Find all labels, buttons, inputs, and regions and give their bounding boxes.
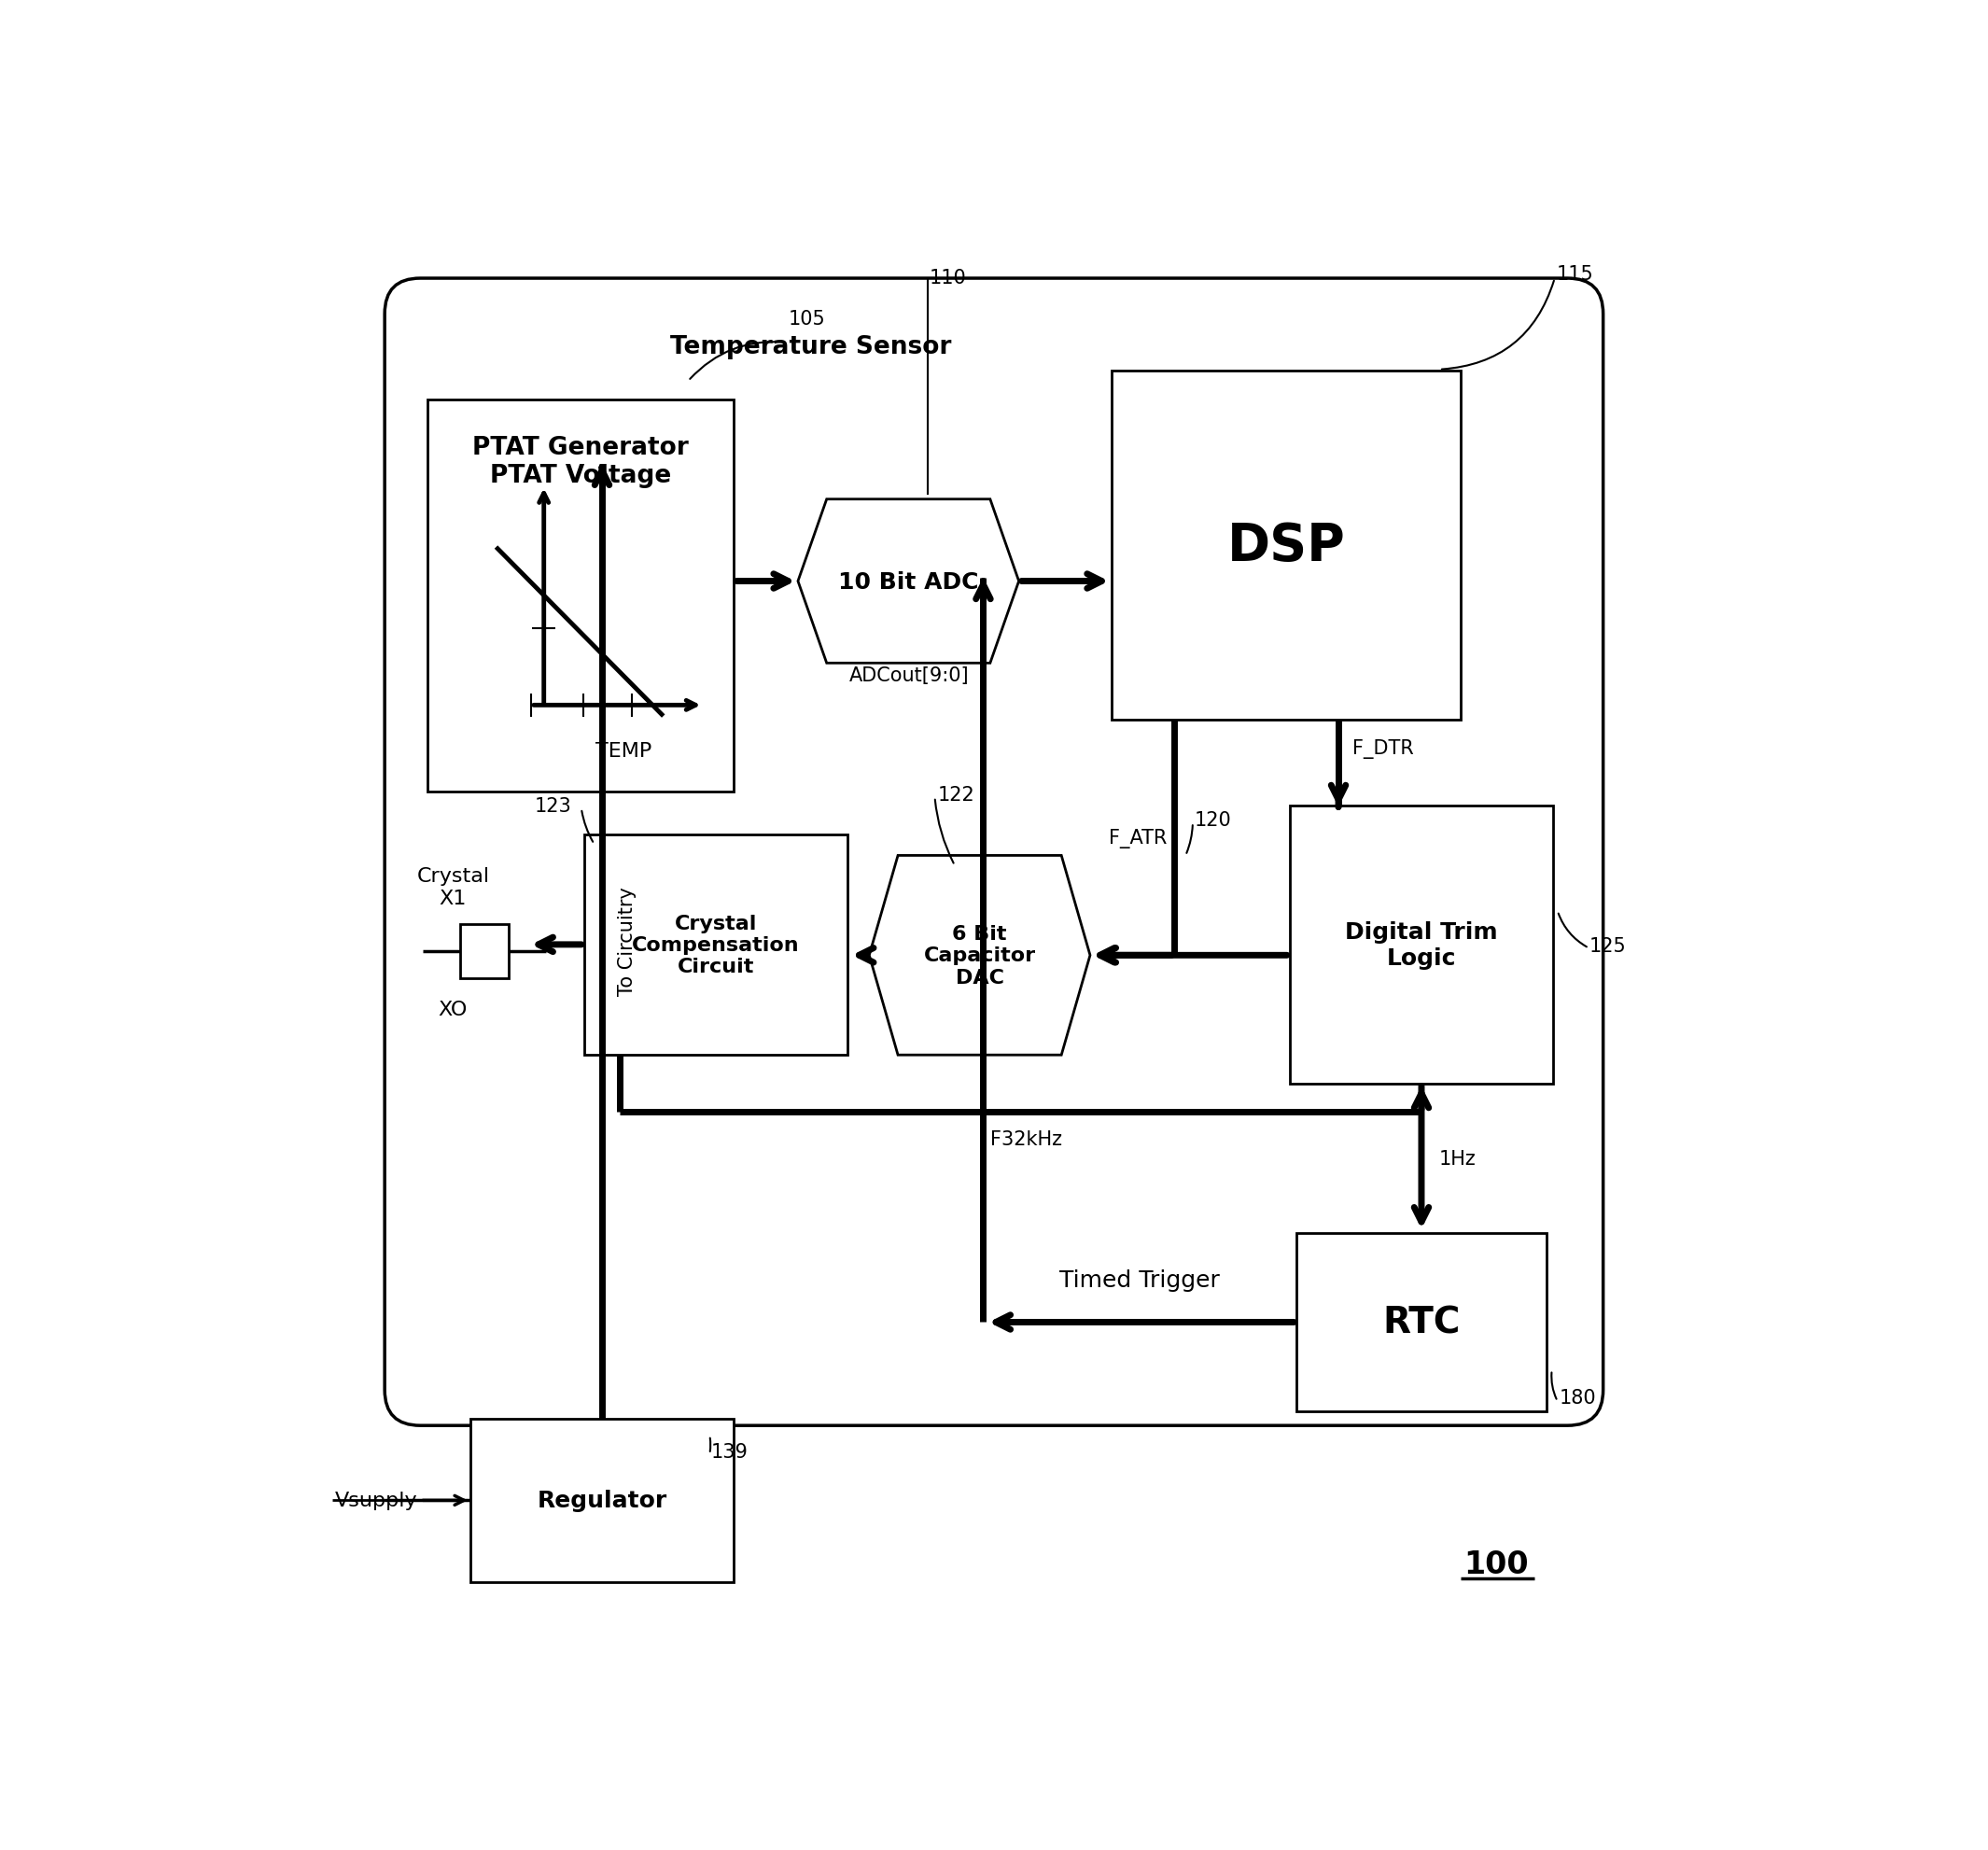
Text: ADCout[9:0]: ADCout[9:0]	[849, 666, 968, 684]
Text: DSP: DSP	[1227, 522, 1346, 572]
FancyBboxPatch shape	[384, 279, 1602, 1426]
Text: F_DTR: F_DTR	[1352, 740, 1413, 758]
Text: XO: XO	[439, 1001, 467, 1019]
Text: 105: 105	[787, 309, 825, 327]
Text: Regulator: Regulator	[537, 1489, 668, 1511]
FancyBboxPatch shape	[1296, 1234, 1547, 1412]
Text: 100: 100	[1463, 1548, 1529, 1580]
Text: 10 Bit ADC: 10 Bit ADC	[839, 570, 978, 592]
Text: F32kHz: F32kHz	[990, 1128, 1062, 1149]
Text: Crystal
X1: Crystal X1	[417, 868, 489, 906]
Text: 6 Bit
Capacitor
DAC: 6 Bit Capacitor DAC	[924, 925, 1036, 986]
Polygon shape	[797, 500, 1018, 664]
Text: 123: 123	[535, 797, 571, 816]
Text: TEMP: TEMP	[596, 742, 652, 760]
Text: Digital Trim
Logic: Digital Trim Logic	[1346, 921, 1497, 969]
Text: Vsupply: Vsupply	[334, 1491, 417, 1510]
Text: 115: 115	[1557, 265, 1592, 285]
Text: 125: 125	[1588, 936, 1626, 955]
Text: 139: 139	[712, 1441, 747, 1462]
Text: RTC: RTC	[1382, 1304, 1461, 1339]
Text: 122: 122	[938, 784, 974, 805]
Text: 1Hz: 1Hz	[1439, 1149, 1475, 1167]
Text: 110: 110	[928, 268, 966, 287]
FancyBboxPatch shape	[427, 400, 734, 792]
FancyBboxPatch shape	[1290, 807, 1553, 1084]
FancyBboxPatch shape	[1111, 372, 1461, 720]
FancyBboxPatch shape	[461, 925, 509, 979]
Text: Temperature Sensor: Temperature Sensor	[670, 335, 950, 359]
Text: Crystal
Compensation
Circuit: Crystal Compensation Circuit	[632, 914, 799, 977]
FancyBboxPatch shape	[471, 1419, 734, 1582]
Polygon shape	[869, 857, 1089, 1054]
Text: PTAT Generator
PTAT Voltage: PTAT Generator PTAT Voltage	[473, 437, 688, 488]
Text: Timed Trigger: Timed Trigger	[1060, 1269, 1221, 1291]
Text: F_ATR: F_ATR	[1109, 829, 1167, 847]
FancyBboxPatch shape	[584, 834, 847, 1054]
Text: To Circuitry: To Circuitry	[618, 886, 636, 995]
Text: 180: 180	[1559, 1388, 1596, 1406]
Text: 120: 120	[1195, 810, 1231, 829]
